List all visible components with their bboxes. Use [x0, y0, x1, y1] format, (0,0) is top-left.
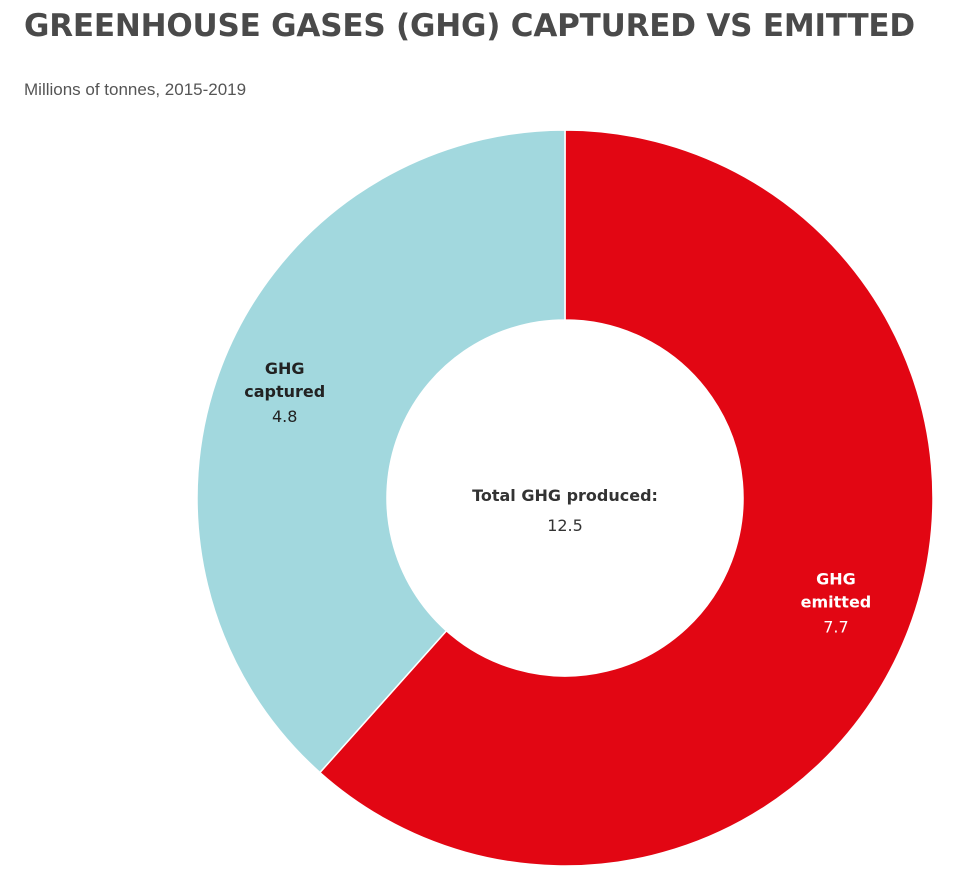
chart-subtitle: Millions of tonnes, 2015-2019 — [24, 80, 247, 99]
chart-title: GREENHOUSE GASES (GHG) CAPTURED VS EMITT… — [24, 8, 915, 44]
center-label-value: 12.5 — [547, 516, 583, 535]
center-label-name: Total GHG produced: — [472, 486, 658, 505]
donut-slice-ghg-captured — [196, 129, 566, 774]
slice-label-name: emitted — [801, 592, 872, 611]
slice-label-value: 7.7 — [823, 617, 848, 636]
slice-label-name: GHG — [816, 569, 856, 588]
slice-label-name: GHG — [265, 359, 305, 378]
slice-labels: GHG emitted 7.7 GHG captured 4.8 — [244, 359, 871, 636]
slice-label-value: 4.8 — [272, 407, 297, 426]
slice-label-name: captured — [244, 382, 325, 401]
donut-slices — [196, 129, 934, 867]
donut-center-label: Total GHG produced: 12.5 — [472, 486, 658, 535]
donut-slice-ghg-emitted — [318, 129, 934, 867]
